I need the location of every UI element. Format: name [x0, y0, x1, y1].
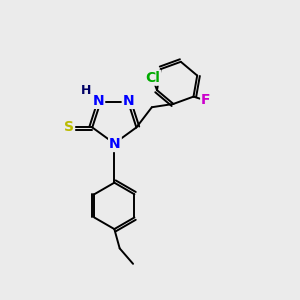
Text: N: N	[123, 94, 134, 108]
Text: F: F	[201, 93, 211, 106]
Text: N: N	[92, 94, 104, 108]
Text: Cl: Cl	[145, 71, 160, 85]
Text: H: H	[81, 84, 91, 97]
Text: N: N	[109, 137, 121, 151]
Text: S: S	[64, 120, 74, 134]
